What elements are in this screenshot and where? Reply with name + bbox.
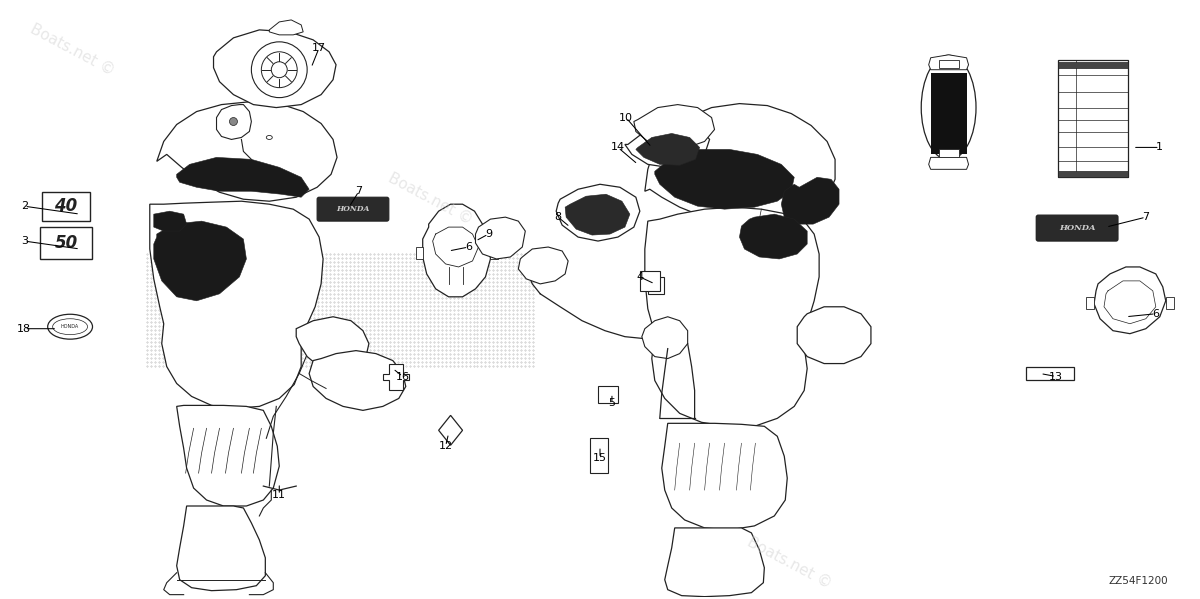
FancyBboxPatch shape bbox=[317, 197, 389, 221]
Text: Boats.net ©: Boats.net © bbox=[28, 21, 116, 78]
Polygon shape bbox=[929, 55, 968, 69]
Text: 1: 1 bbox=[1157, 143, 1163, 152]
Polygon shape bbox=[439, 415, 462, 445]
Polygon shape bbox=[216, 105, 251, 140]
Text: 18: 18 bbox=[17, 323, 31, 334]
Polygon shape bbox=[655, 149, 794, 209]
Ellipse shape bbox=[53, 319, 88, 335]
Polygon shape bbox=[739, 214, 808, 259]
Ellipse shape bbox=[922, 55, 976, 160]
Text: 6: 6 bbox=[1152, 308, 1159, 319]
Text: ZZ54F1200: ZZ54F1200 bbox=[1108, 576, 1168, 586]
Polygon shape bbox=[269, 20, 304, 35]
Polygon shape bbox=[661, 423, 787, 530]
Polygon shape bbox=[797, 307, 871, 364]
Polygon shape bbox=[640, 271, 660, 291]
Polygon shape bbox=[556, 184, 640, 241]
Bar bbox=[1058, 60, 1128, 177]
Text: 14: 14 bbox=[611, 143, 625, 152]
Polygon shape bbox=[176, 506, 265, 591]
Text: 3: 3 bbox=[20, 236, 28, 246]
Text: 40: 40 bbox=[54, 197, 78, 215]
Polygon shape bbox=[642, 317, 688, 359]
Text: 8: 8 bbox=[554, 212, 562, 222]
Text: 7: 7 bbox=[355, 186, 362, 196]
Text: 7: 7 bbox=[1142, 212, 1150, 222]
Text: 4: 4 bbox=[636, 272, 643, 282]
Text: 2: 2 bbox=[20, 201, 28, 211]
Polygon shape bbox=[41, 227, 92, 259]
FancyBboxPatch shape bbox=[1037, 215, 1118, 241]
Polygon shape bbox=[781, 177, 839, 224]
Polygon shape bbox=[636, 134, 700, 165]
Polygon shape bbox=[634, 105, 714, 147]
Text: 9: 9 bbox=[485, 229, 492, 239]
Polygon shape bbox=[176, 158, 310, 197]
Bar bbox=[1058, 171, 1128, 177]
Polygon shape bbox=[176, 406, 280, 506]
Polygon shape bbox=[1086, 297, 1094, 308]
Text: HONDA: HONDA bbox=[1058, 224, 1096, 232]
Polygon shape bbox=[475, 217, 526, 259]
Polygon shape bbox=[665, 528, 764, 597]
Polygon shape bbox=[518, 247, 568, 284]
Polygon shape bbox=[1094, 267, 1165, 334]
Polygon shape bbox=[598, 386, 618, 403]
Polygon shape bbox=[296, 317, 368, 371]
Text: 12: 12 bbox=[438, 441, 452, 451]
Polygon shape bbox=[42, 192, 90, 221]
Polygon shape bbox=[422, 204, 491, 297]
Polygon shape bbox=[310, 350, 406, 410]
Polygon shape bbox=[929, 158, 968, 170]
Text: 13: 13 bbox=[1049, 371, 1063, 382]
Bar bbox=[938, 149, 959, 158]
Text: Boats.net ©: Boats.net © bbox=[386, 171, 475, 228]
Ellipse shape bbox=[48, 314, 92, 339]
Polygon shape bbox=[214, 30, 336, 108]
Polygon shape bbox=[625, 122, 709, 167]
Polygon shape bbox=[565, 194, 630, 235]
Polygon shape bbox=[644, 104, 835, 224]
Text: 15: 15 bbox=[593, 453, 607, 463]
Text: 16: 16 bbox=[396, 371, 409, 382]
Bar bbox=[1058, 62, 1128, 68]
Bar bbox=[931, 72, 966, 155]
Text: HONDA: HONDA bbox=[336, 205, 370, 213]
Polygon shape bbox=[1165, 297, 1174, 308]
Circle shape bbox=[229, 117, 238, 126]
Polygon shape bbox=[154, 211, 187, 231]
Text: 6: 6 bbox=[466, 242, 472, 252]
Text: Boats.net ©: Boats.net © bbox=[744, 534, 834, 591]
Polygon shape bbox=[150, 201, 323, 409]
Polygon shape bbox=[415, 247, 422, 259]
Polygon shape bbox=[1026, 367, 1074, 380]
Polygon shape bbox=[644, 207, 820, 426]
Text: 50: 50 bbox=[54, 234, 78, 252]
Text: HONDA: HONDA bbox=[61, 324, 79, 329]
Text: 17: 17 bbox=[312, 43, 326, 53]
Polygon shape bbox=[157, 102, 337, 201]
Text: 10: 10 bbox=[619, 113, 632, 123]
Polygon shape bbox=[383, 364, 409, 391]
Polygon shape bbox=[590, 438, 608, 473]
Polygon shape bbox=[648, 277, 664, 294]
Text: 11: 11 bbox=[272, 490, 287, 500]
Polygon shape bbox=[491, 247, 498, 259]
Bar bbox=[938, 60, 959, 68]
Ellipse shape bbox=[266, 135, 272, 140]
Polygon shape bbox=[154, 221, 246, 301]
Text: 5: 5 bbox=[608, 398, 616, 409]
